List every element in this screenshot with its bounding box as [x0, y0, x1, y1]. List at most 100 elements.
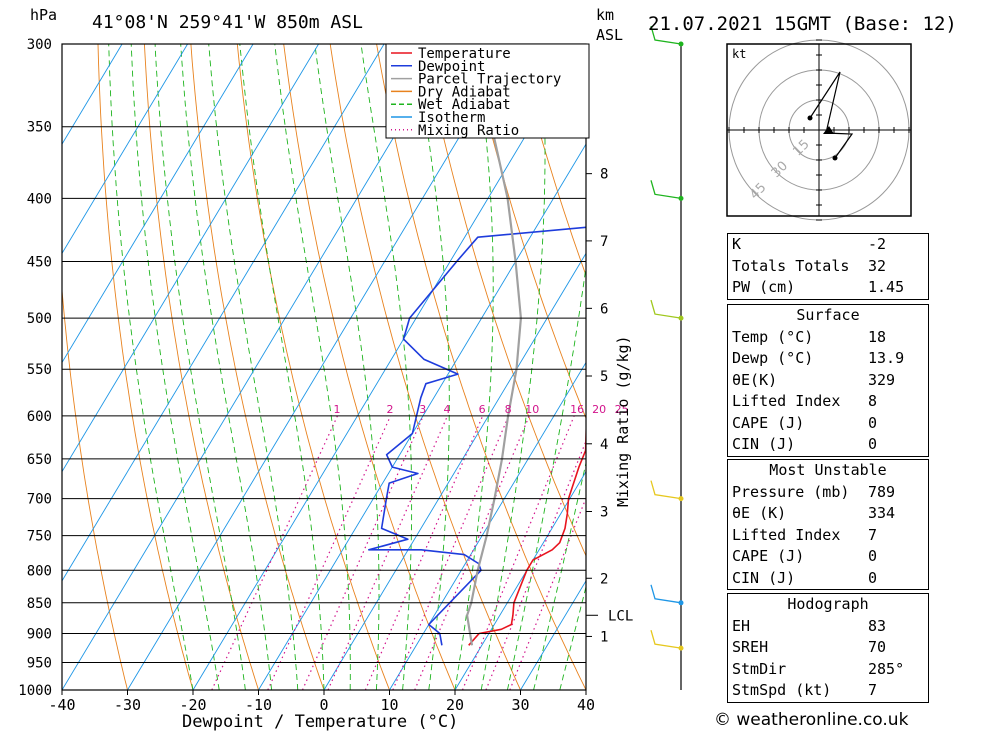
wind-barb — [650, 299, 682, 319]
surface-cape-row: CAPE (J) 0 — [732, 413, 878, 432]
height-tick-label: 3 — [600, 504, 608, 520]
isotherm — [258, 143, 586, 690]
mu-lifted-index-row: Lifted Index 7 — [732, 525, 878, 544]
asl-label: ASL — [596, 26, 623, 44]
isotherm — [62, 44, 385, 582]
dry-adiabat — [329, 44, 521, 690]
height-tick-label: 5 — [600, 369, 608, 385]
height-tick-label: 7 — [600, 234, 608, 250]
mixing-ratio-line — [301, 415, 424, 690]
legend-label: Isotherm — [418, 110, 485, 126]
mu-cin-row: CIN (J) 0 — [732, 568, 878, 587]
hodograph-ring-label: 45 — [747, 180, 769, 202]
surface-table: Surface Temp (°C) 18 Dewp (°C) 13.9 θE(K) 3… — [727, 304, 929, 457]
pressure-tick-label: 550 — [27, 362, 52, 378]
legend-label: Mixing Ratio — [418, 123, 519, 139]
wind-barb — [650, 25, 682, 45]
most-unstable-title: Most Unstable — [769, 461, 887, 479]
pressure-tick-label: 1000 — [18, 683, 52, 699]
mixing-ratio-line — [485, 439, 586, 690]
mixing-ratio-label: 20 — [592, 403, 606, 416]
hodograph-point — [807, 115, 813, 121]
eh-row: EH 83 — [732, 616, 887, 635]
mu-cape-row: CAPE (J) 0 — [732, 547, 878, 565]
pressure-tick-label: 300 — [27, 37, 52, 53]
surface-lifted-index-row: Lifted Index 8 — [732, 392, 878, 410]
mixing-ratio-label: 1 — [333, 403, 340, 416]
height-tick-label: 1 — [600, 629, 608, 645]
isotherm — [192, 44, 581, 690]
x-axis-label: Dewpoint / Temperature (°C) — [182, 712, 458, 732]
legend-label: Temperature — [418, 46, 511, 62]
wet-adiabat — [130, 44, 220, 690]
mixing-ratio-label: 2 — [386, 403, 393, 416]
legend-label: Wet Adiabat — [418, 97, 511, 113]
lcl-label: LCL — [608, 608, 633, 624]
wind-barb — [650, 584, 682, 604]
location-label: 41°08'N 259°41'W 850m ASL — [92, 12, 363, 33]
pressure-tick-label: 650 — [27, 452, 52, 468]
isotherm — [454, 470, 586, 690]
hodograph-storm-motion — [823, 126, 834, 134]
isotherm — [389, 361, 586, 690]
temp-tick-label: -40 — [48, 696, 75, 714]
legend-label: Parcel Trajectory — [418, 72, 561, 88]
temp-tick-label: 30 — [511, 696, 529, 714]
height-tick-label: 8 — [600, 167, 608, 183]
wet-adiabat — [533, 460, 586, 690]
copyright-label[interactable]: © weatheronline.co.uk — [714, 710, 909, 730]
height-tick-label: 6 — [600, 301, 608, 317]
surface-theta-row: θE(K) 329 — [732, 370, 896, 389]
dry-adiabat — [190, 44, 325, 690]
legend-label: Dewpoint — [418, 59, 485, 75]
pressure-tick-label: 700 — [27, 492, 52, 508]
stmdir-row: StmDir 285° — [732, 659, 905, 678]
dry-adiabat — [515, 44, 586, 277]
hodograph-table: Hodograph EH 83 SREH 70 StmDir 285° StmSpd … — [727, 593, 929, 703]
temp-tick-label: -10 — [245, 696, 272, 714]
wind-barb — [650, 480, 682, 500]
dry-adiabat — [97, 44, 194, 690]
dry-adiabat — [469, 44, 586, 420]
pressure-tick-label: 950 — [27, 655, 52, 671]
precipitable-water-row: PW (cm) 1.45 — [732, 278, 905, 296]
surface-dewp-row: Dewp (°C) 13.9 — [732, 349, 905, 367]
pressure-tick-label: 400 — [27, 191, 52, 207]
temp-tick-label: -30 — [114, 696, 141, 714]
isotherm — [62, 44, 123, 146]
mu-pressure-row: Pressure (mb) 789 — [732, 482, 896, 501]
temp-tick-label: 0 — [319, 696, 328, 714]
pressure-tick-label: 900 — [27, 626, 52, 642]
isotherm — [62, 44, 188, 255]
hodograph-point — [832, 155, 838, 161]
surface-cin-row: CIN (J) 0 — [732, 435, 878, 453]
datetime-label: 21.07.2021 15GMT (Base: 12) — [648, 13, 957, 35]
wind-profile — [650, 25, 684, 690]
isotherm — [62, 44, 450, 690]
hodograph-table-title: Hodograph — [787, 595, 869, 613]
isotherm — [323, 252, 586, 690]
wet-adiabat — [180, 44, 273, 690]
mixing-ratio-line — [211, 415, 338, 690]
temp-tick-label: -20 — [179, 696, 206, 714]
pressure-tick-label: 450 — [27, 255, 52, 271]
indices-table: K -2 Totals Totals 32 PW (cm) 1.45 — [727, 233, 929, 300]
sreh-row: SREH 70 — [732, 638, 887, 656]
wet-adiabat — [208, 44, 299, 690]
temp-tick-label: 20 — [446, 696, 464, 714]
hodograph-frame — [726, 43, 912, 217]
mixing-ratio-line — [267, 415, 392, 690]
height-tick-label: 2 — [600, 571, 608, 587]
mixing-ratio-label: 3 — [419, 403, 426, 416]
isotherm — [62, 44, 319, 473]
mixing-ratio-label: 4 — [443, 403, 450, 416]
pressure-tick-label: 500 — [27, 311, 52, 327]
hodograph-ring-label: 30 — [769, 159, 791, 181]
legend-label: Dry Adiabat — [418, 84, 511, 100]
mixing-ratio-label: 6 — [479, 403, 486, 416]
most-unstable-table: Most Unstable Pressure (mb) 789 θE (K) 334… — [727, 459, 929, 590]
surface-temp-row: Temp (°C) 18 — [732, 327, 887, 346]
isotherm — [62, 44, 254, 364]
